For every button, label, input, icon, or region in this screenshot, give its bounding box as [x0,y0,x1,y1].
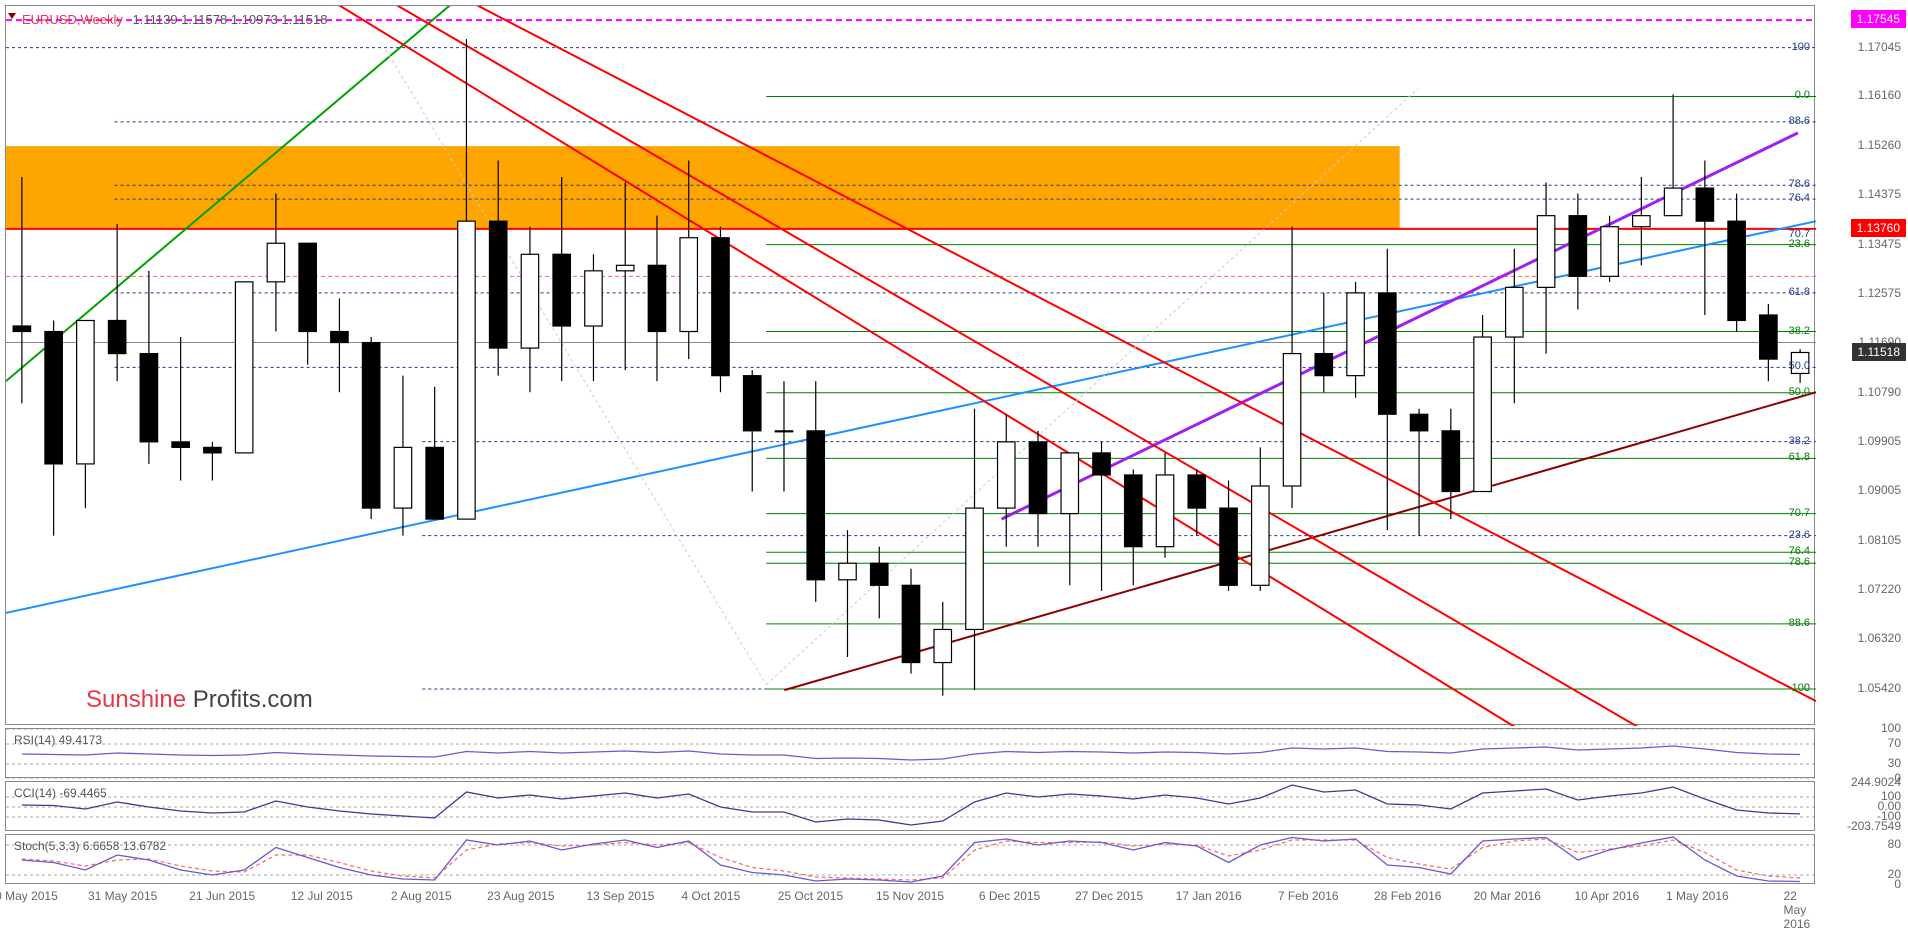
x-tick-label: 31 May 2015 [88,889,157,903]
rsi-tick: 100 [1881,721,1901,735]
cci-title: CCI(14) -69.4465 [14,786,107,800]
fib-label: 76.4 [1789,192,1810,204]
cci-tick: -203.7549 [1847,819,1901,833]
price-box: 1.17545 [1851,10,1906,28]
y-tick-label: 1.05420 [1858,681,1901,695]
stoch-title: Stoch(5,3,3) 6.6658 13.6782 [14,839,166,853]
stoch-panel[interactable]: Stoch(5,3,3) 6.6658 13.6782 [5,834,1815,884]
y-tick-label: 1.14375 [1858,187,1901,201]
x-tick-label: 17 Jan 2016 [1176,889,1242,903]
x-tick-label: 2 Aug 2015 [391,889,452,903]
y-axis-stoch: 80200 [1816,834,1906,884]
fib-label: 100 [1792,682,1810,694]
x-tick-label: 23 Aug 2015 [487,889,554,903]
y-axis-cci: 244.90241000.00-100-203.7549 [1816,781,1906,831]
rsi-title: RSI(14) 49.4173 [14,733,102,747]
y-tick-label: 1.12575 [1858,286,1901,300]
fib-label: 50.0 [1789,360,1810,372]
watermark: Sunshine Profits.com [86,686,313,714]
x-tick-label: 13 Sep 2015 [586,889,654,903]
fib-label: 70.7 [1789,507,1810,519]
y-tick-label: 1.13475 [1858,237,1901,251]
chart-title: EURUSD,Weekly 1.11139 1.11578 1.10973 1.… [22,12,327,27]
main-chart-svg [6,6,1816,726]
fib-label: 0.0 [1795,89,1810,101]
cci-tick: 244.9024 [1851,775,1901,789]
fib-label: 61.8 [1789,451,1810,463]
y-tick-label: 1.10790 [1858,385,1901,399]
price-box: 1.13760 [1851,219,1906,237]
fib-label: 100 [1792,41,1810,53]
y-tick-label: 1.15260 [1858,138,1901,152]
x-tick-label: 22 May 2016 [1784,889,1811,931]
fib-label: 50.0 [1789,386,1810,398]
x-tick-label: 10 Apr 2016 [1574,889,1639,903]
x-tick-label: 4 Oct 2015 [682,889,741,903]
x-tick-label: 21 Jun 2015 [189,889,255,903]
rsi-tick: 70 [1888,736,1901,750]
price-box: 1.11518 [1852,343,1907,361]
x-tick-label: 6 Dec 2015 [979,889,1040,903]
rsi-panel[interactable]: RSI(14) 49.4173 [5,728,1815,778]
stoch-svg [6,835,1816,885]
fib-label: 88.6 [1789,115,1810,127]
symbol-label: EURUSD,Weekly [22,12,123,27]
x-tick-label: 27 Dec 2015 [1075,889,1143,903]
y-tick-label: 1.09005 [1858,483,1901,497]
x-tick-label: 12 Jul 2015 [291,889,353,903]
cci-svg [6,782,1816,832]
rsi-svg [6,729,1816,779]
x-tick-label: 15 Nov 2015 [876,889,944,903]
x-tick-label: 10 May 2015 [0,889,58,903]
fib-label: 78.6 [1789,556,1810,568]
ohlc-label: 1.11139 1.11578 1.10973 1.11518 [133,12,328,27]
cci-panel[interactable]: CCI(14) -69.4465 [5,781,1815,831]
y-tick-label: 1.09905 [1858,434,1901,448]
y-tick-label: 1.07220 [1858,582,1901,596]
fib-label: 38.2 [1789,325,1810,337]
fib-label: 78.6 [1789,178,1810,190]
x-tick-label: 20 Mar 2016 [1474,889,1541,903]
fib-label: 23.6 [1789,529,1810,541]
fib-label: 23.6 [1789,238,1810,250]
chart-container: EURUSD,Weekly 1.11139 1.11578 1.10973 1.… [0,0,1908,920]
x-tick-label: 7 Feb 2016 [1278,889,1339,903]
x-tick-label: 28 Feb 2016 [1374,889,1441,903]
x-tick-label: 25 Oct 2015 [778,889,843,903]
fib-label: 61.8 [1789,286,1810,298]
y-axis-main: 1.17045 1.16160 1.15260 1.14375 1.13475 1.125… [1816,5,1906,725]
stoch-tick: 80 [1888,837,1901,851]
y-tick-label: 1.06320 [1858,631,1901,645]
x-tick-label: 1 May 2016 [1666,889,1729,903]
main-price-chart[interactable]: EURUSD,Weekly 1.11139 1.11578 1.10973 1.… [5,5,1815,725]
y-tick-label: 1.16160 [1858,88,1901,102]
rsi-tick: 30 [1888,756,1901,770]
y-axis-rsi: 03070100 [1816,728,1906,778]
fib-label: 88.6 [1789,617,1810,629]
fib-label: 38.2 [1789,435,1810,447]
y-tick-label: 1.17045 [1858,40,1901,54]
y-tick-label: 1.08105 [1858,533,1901,547]
x-axis: 10 May 201531 May 201521 Jun 201512 Jul … [5,885,1815,915]
stoch-tick: 0 [1894,877,1901,891]
